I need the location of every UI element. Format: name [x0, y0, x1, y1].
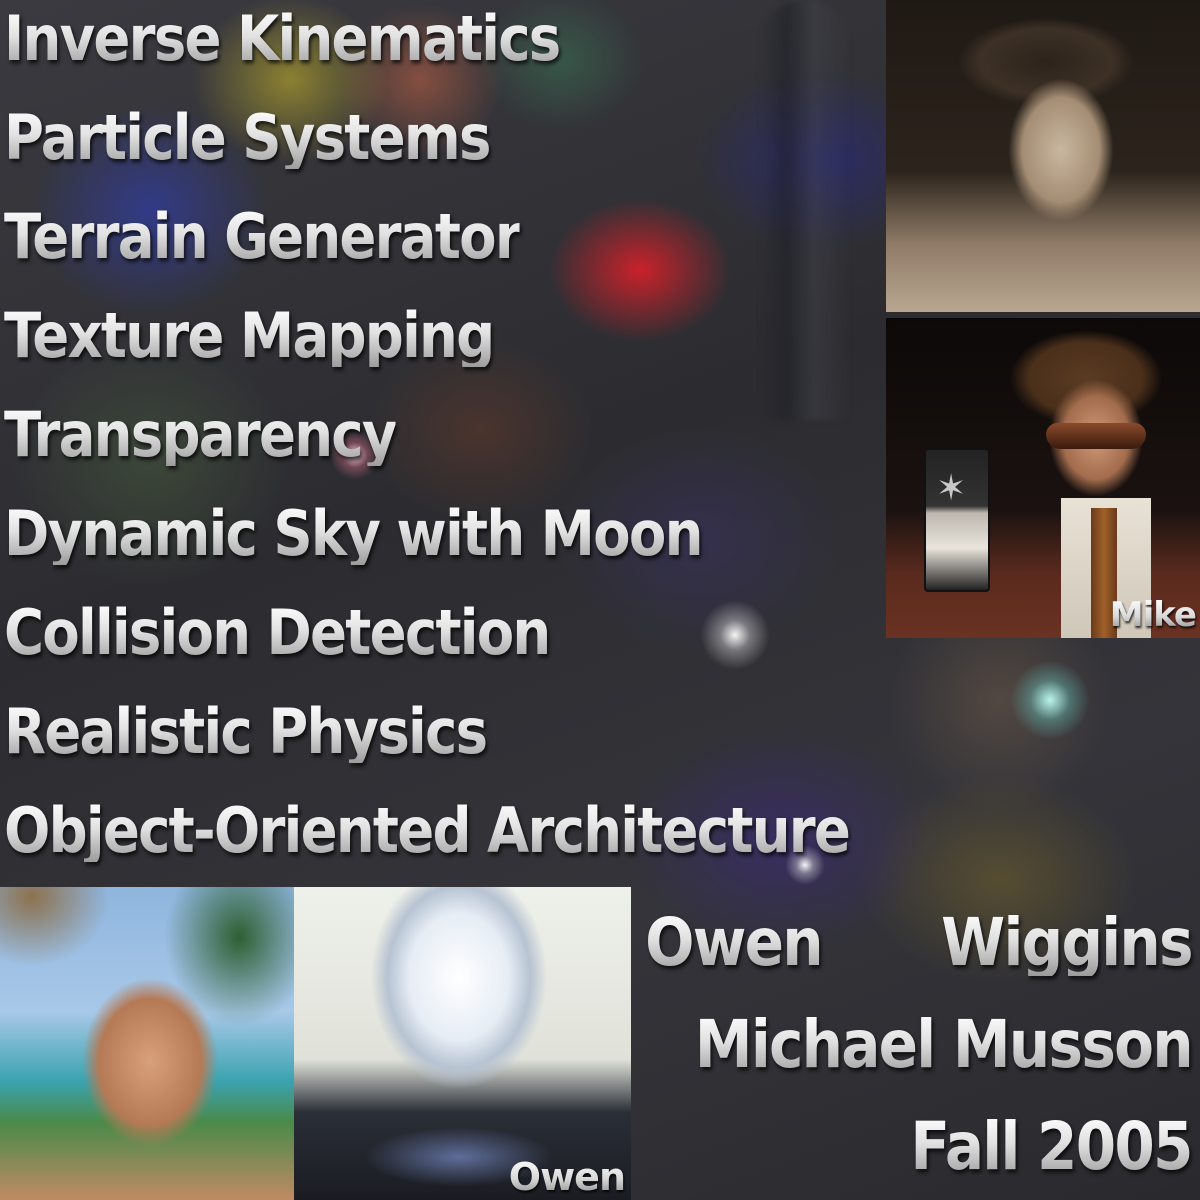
background-light	[330, 430, 380, 480]
background-tower	[760, 0, 850, 420]
background-light	[1010, 660, 1090, 740]
feature-dynamic-sky: Dynamic Sky with Moon	[4, 497, 703, 570]
credit-michael-musson: Michael Musson	[694, 1006, 1194, 1083]
photo-label-owen: Owen	[508, 1155, 626, 1199]
photo-label-mike: Mike	[1109, 595, 1197, 635]
feature-object-oriented-architecture: Object-Oriented Architecture	[4, 794, 851, 867]
badge-wallet	[924, 448, 990, 592]
credit-term: Fall 2005	[910, 1108, 1194, 1185]
feature-particle-systems: Particle Systems	[4, 101, 491, 174]
credit-owen-first: Owen	[645, 904, 823, 981]
tie	[1091, 508, 1117, 638]
feature-inverse-kinematics: Inverse Kinematics	[4, 2, 561, 75]
background-light	[700, 600, 770, 670]
feature-transparency: Transparency	[4, 398, 397, 471]
thatch-roof	[0, 887, 110, 967]
sunglasses	[1046, 423, 1146, 449]
feature-terrain-generator: Terrain Generator	[4, 200, 522, 273]
palm-tree	[164, 887, 294, 1027]
portrait-photo-owen: Owen	[294, 887, 631, 1200]
star-badge-icon: ✶	[936, 468, 967, 509]
feature-texture-mapping: Texture Mapping	[4, 299, 495, 372]
shirt-print	[364, 1127, 554, 1187]
feature-collision-detection: Collision Detection	[4, 596, 551, 669]
portrait-photo-top	[886, 0, 1200, 312]
credit-owen-last: Wiggins	[941, 904, 1193, 981]
background-light	[785, 845, 825, 885]
portrait-photo-mike: ✶ Mike	[886, 318, 1200, 638]
portrait-photo-beach	[0, 887, 294, 1200]
feature-realistic-physics: Realistic Physics	[4, 695, 488, 768]
